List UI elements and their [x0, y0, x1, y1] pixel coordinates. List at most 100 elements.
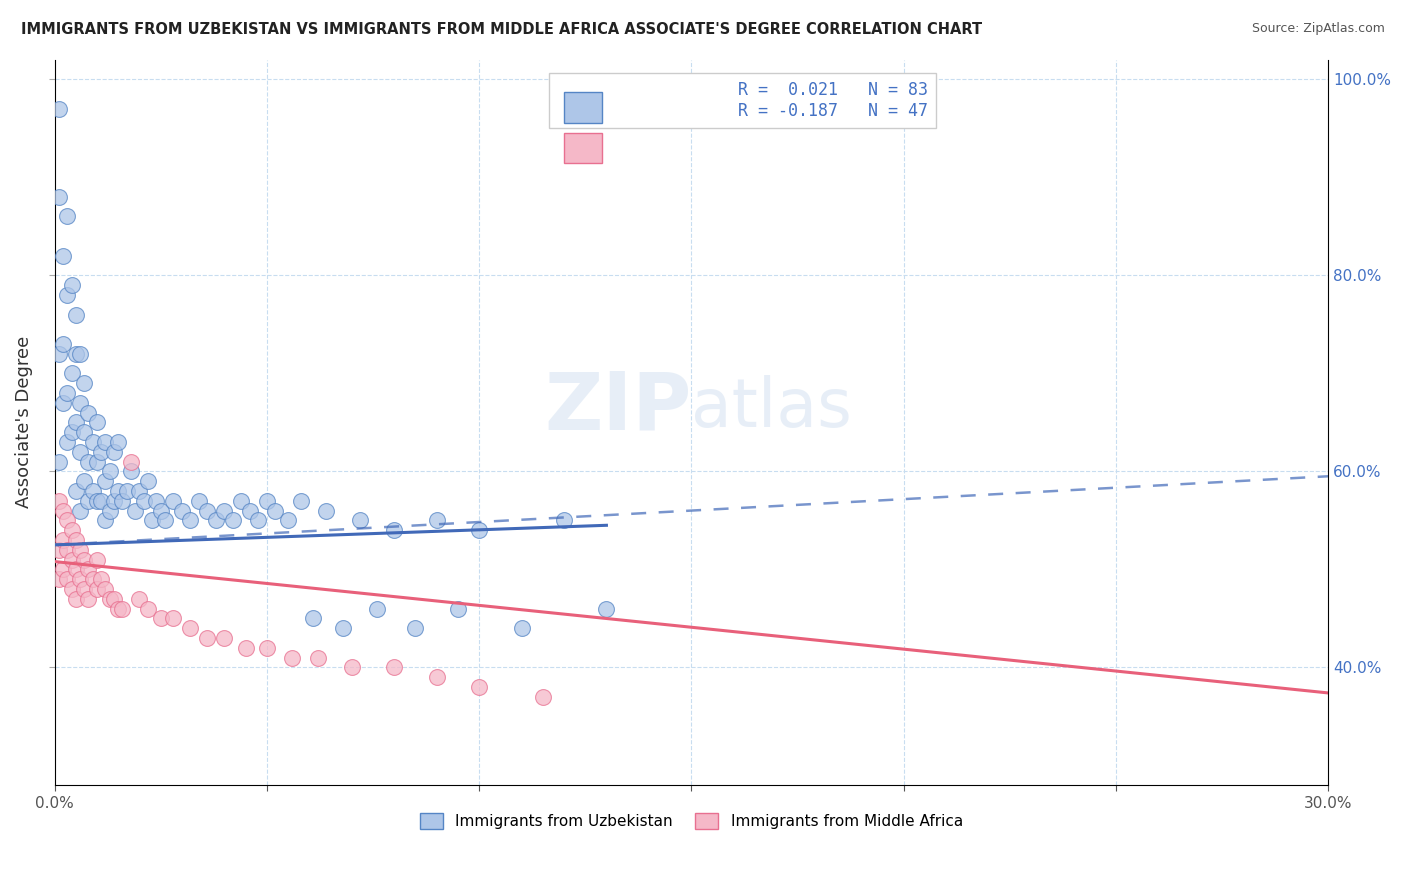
Point — [52, 562, 75, 576]
Text: IMMIGRANTS FROM UZBEKISTAN VS IMMIGRANTS FROM MIDDLE AFRICA ASSOCIATE'S DEGREE C: IMMIGRANTS FROM UZBEKISTAN VS IMMIGRANTS… — [21, 22, 983, 37]
Point — [65, 562, 87, 576]
Point — [195, 503, 218, 517]
Point — [264, 503, 287, 517]
Point — [128, 483, 150, 498]
Point — [103, 591, 125, 606]
Point — [382, 523, 405, 537]
Point — [145, 493, 167, 508]
Point — [124, 503, 146, 517]
Point — [120, 464, 142, 478]
Y-axis label: Associate's Degree: Associate's Degree — [15, 336, 32, 508]
Point — [60, 523, 83, 537]
Point — [60, 278, 83, 293]
Point — [103, 493, 125, 508]
Point — [404, 621, 426, 635]
Point — [56, 386, 79, 401]
Point — [52, 503, 75, 517]
Point — [107, 601, 129, 615]
Point — [69, 542, 91, 557]
Point — [48, 190, 70, 204]
Point — [531, 690, 554, 704]
Text: ZIP: ZIP — [544, 368, 692, 447]
Point — [222, 513, 245, 527]
Point — [277, 513, 299, 527]
Point — [48, 493, 70, 508]
Point — [510, 621, 533, 635]
Point — [77, 562, 100, 576]
Point — [349, 513, 371, 527]
Point — [69, 503, 91, 517]
Point — [52, 337, 75, 351]
Point — [205, 513, 228, 527]
Point — [94, 513, 117, 527]
Point — [69, 572, 91, 586]
Point — [107, 434, 129, 449]
Point — [302, 611, 325, 625]
Point — [98, 503, 121, 517]
Point — [382, 660, 405, 674]
Text: R =  0.021   N = 83
                  R = -0.187   N = 47: R = 0.021 N = 83 R = -0.187 N = 47 — [558, 81, 928, 120]
Point — [65, 347, 87, 361]
Point — [77, 493, 100, 508]
Point — [52, 395, 75, 409]
Point — [103, 444, 125, 458]
Point — [111, 493, 134, 508]
Point — [48, 102, 70, 116]
Point — [426, 513, 449, 527]
Point — [307, 650, 329, 665]
Point — [86, 454, 108, 468]
Point — [73, 474, 96, 488]
Point — [256, 640, 278, 655]
Point — [65, 533, 87, 547]
Bar — [564, 92, 602, 123]
Point — [153, 513, 176, 527]
Point — [468, 680, 491, 694]
Point — [214, 631, 236, 645]
Point — [90, 493, 112, 508]
Point — [170, 503, 193, 517]
Point — [332, 621, 354, 635]
Point — [256, 493, 278, 508]
Point — [426, 670, 449, 684]
Point — [56, 288, 79, 302]
Point — [48, 454, 70, 468]
Text: Source: ZipAtlas.com: Source: ZipAtlas.com — [1251, 22, 1385, 36]
Point — [111, 601, 134, 615]
Point — [179, 621, 201, 635]
Point — [56, 513, 79, 527]
Point — [141, 513, 163, 527]
Point — [98, 591, 121, 606]
Point — [187, 493, 209, 508]
Point — [214, 503, 236, 517]
Point — [48, 542, 70, 557]
Point — [73, 425, 96, 439]
Point — [73, 582, 96, 596]
Point — [595, 601, 617, 615]
Point — [60, 552, 83, 566]
Point — [239, 503, 262, 517]
Point — [65, 308, 87, 322]
Point — [60, 582, 83, 596]
Point — [553, 513, 575, 527]
Point — [340, 660, 363, 674]
Point — [366, 601, 388, 615]
Point — [162, 493, 184, 508]
Point — [86, 415, 108, 429]
Point — [281, 650, 304, 665]
Point — [94, 582, 117, 596]
Point — [69, 395, 91, 409]
Point — [60, 425, 83, 439]
Point — [56, 542, 79, 557]
Point — [94, 474, 117, 488]
Point — [65, 483, 87, 498]
Point — [56, 434, 79, 449]
Point — [247, 513, 270, 527]
Point — [136, 601, 159, 615]
Point — [82, 483, 104, 498]
Point — [86, 582, 108, 596]
Point — [115, 483, 138, 498]
Point — [120, 454, 142, 468]
Point — [149, 503, 172, 517]
Point — [86, 493, 108, 508]
Bar — [564, 133, 602, 163]
